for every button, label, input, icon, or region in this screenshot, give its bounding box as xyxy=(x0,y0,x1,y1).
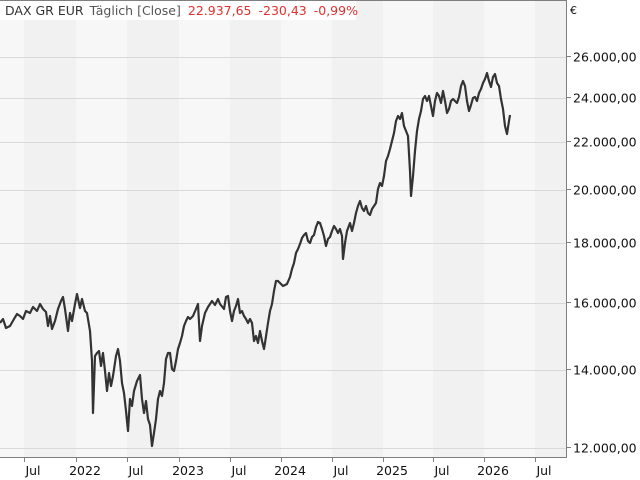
y-tick xyxy=(567,447,571,448)
x-tick xyxy=(383,458,384,462)
x-tick-label: 2026 xyxy=(477,463,509,478)
x-tick-label: Jul xyxy=(128,463,144,478)
y-tick xyxy=(567,56,571,57)
y-tick xyxy=(567,369,571,370)
y-tick-label: 12.000,00 xyxy=(573,440,637,456)
y-tick-label: 18.000,00 xyxy=(573,235,637,251)
price-line xyxy=(0,71,512,448)
change-percent: -0,99% xyxy=(313,3,358,18)
y-tick-label: 16.000,00 xyxy=(573,295,637,311)
horizontal-gridlines xyxy=(0,57,566,449)
y-tick-label: 14.000,00 xyxy=(573,362,637,378)
x-tick-label: Jul xyxy=(25,463,41,478)
x-tick xyxy=(281,458,282,462)
y-tick-label: 22.000,00 xyxy=(573,134,637,150)
x-tick-label: Jul xyxy=(536,463,552,478)
x-tick xyxy=(484,458,485,462)
time-bands xyxy=(24,1,566,457)
chart-legend: DAX GR EUR Täglich [Close] 22.937,65 -23… xyxy=(0,1,358,20)
x-tick xyxy=(332,458,333,462)
y-tick xyxy=(567,141,571,142)
x-tick xyxy=(433,458,434,462)
time-band xyxy=(127,1,179,457)
x-tick xyxy=(76,458,77,462)
y-tick xyxy=(567,302,571,303)
time-band xyxy=(535,1,566,457)
time-band xyxy=(433,1,484,457)
price-chart-svg xyxy=(0,1,566,457)
x-tick-label: Jul xyxy=(231,463,247,478)
time-band xyxy=(230,1,281,457)
x-tick-label: Jul xyxy=(333,463,349,478)
x-tick-label: 2023 xyxy=(172,463,204,478)
y-tick-label: 20.000,00 xyxy=(573,182,637,198)
x-tick-label: Jul xyxy=(434,463,450,478)
x-tick xyxy=(24,458,25,462)
x-tick-label: 2025 xyxy=(376,463,408,478)
y-tick xyxy=(567,242,571,243)
y-tick xyxy=(567,97,571,98)
y-tick-label: 24.000,00 xyxy=(573,90,637,106)
last-value: 22.937,65 xyxy=(187,3,252,18)
x-tick xyxy=(127,458,128,462)
x-tick-label: 2022 xyxy=(69,463,101,478)
x-tick xyxy=(179,458,180,462)
x-tick xyxy=(535,458,536,462)
x-tick-label: 2024 xyxy=(274,463,306,478)
x-tick xyxy=(230,458,231,462)
chart-plot-area[interactable] xyxy=(0,0,567,458)
time-band xyxy=(24,1,76,457)
y-tick-label: 26.000,00 xyxy=(573,49,637,65)
change-value: -230,43 xyxy=(258,3,307,18)
instrument-name: DAX GR EUR xyxy=(5,3,84,18)
chart-mode: Täglich [Close] xyxy=(89,3,181,18)
currency-label: € xyxy=(570,4,577,17)
y-tick xyxy=(567,189,571,190)
